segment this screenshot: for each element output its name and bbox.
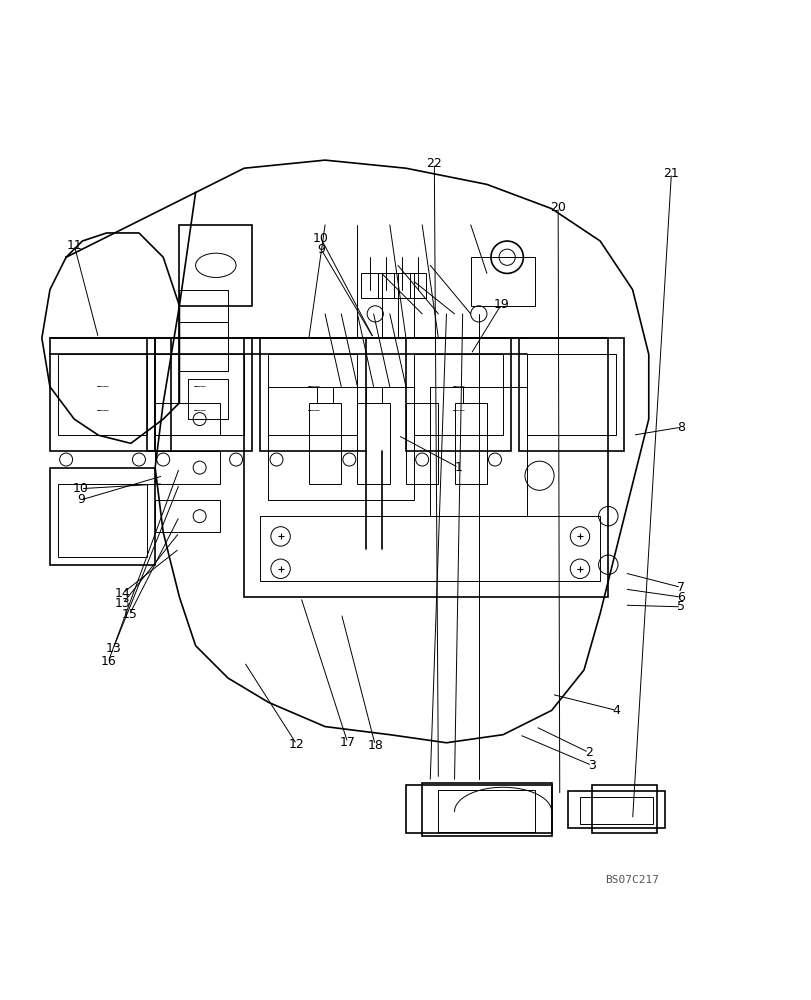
Bar [470,257,534,306]
Bar [179,225,252,306]
Text: 9: 9 [77,493,84,506]
Bar [414,354,503,435]
Text: 15: 15 [121,608,137,621]
Bar [155,500,220,532]
Text: 19: 19 [493,298,508,311]
Text: ─────: ───── [193,409,206,413]
Bar [591,785,656,833]
Bar [519,338,624,451]
Bar [260,516,599,581]
Text: 13: 13 [105,642,121,655]
Bar [454,403,487,484]
Text: 18: 18 [367,739,383,752]
Text: 22: 22 [426,157,442,170]
Bar [393,273,410,298]
Text: 8: 8 [676,421,684,434]
Bar [244,338,607,597]
Text: 13: 13 [114,597,131,610]
Bar [155,451,220,484]
Bar [406,785,551,833]
Text: BS07C217: BS07C217 [605,875,659,885]
Bar [179,322,228,371]
Text: ─────: ───── [307,409,319,413]
Text: 16: 16 [101,655,116,668]
Bar [361,273,377,298]
Bar [147,338,252,451]
Bar [58,354,147,435]
Text: 14: 14 [114,587,131,600]
Bar [260,338,365,451]
Bar [268,354,357,435]
Bar [422,783,551,836]
Bar [58,484,147,557]
Bar [155,403,220,435]
Text: 21: 21 [663,167,679,180]
Text: 6: 6 [676,591,684,604]
Text: ─────: ───── [193,385,206,389]
Bar [579,797,652,824]
Text: ─────: ───── [307,385,319,389]
Bar [308,403,341,484]
Text: 17: 17 [339,736,355,749]
Text: 9: 9 [317,243,324,256]
Bar [438,790,534,832]
Text: 7: 7 [676,581,684,594]
Text: ─────: ───── [452,385,464,389]
Text: ─────: ───── [452,409,464,413]
Text: 5: 5 [676,600,684,613]
Text: ─────: ───── [97,409,109,413]
Text: 11: 11 [67,239,82,252]
Text: 1: 1 [454,461,462,474]
Text: 12: 12 [289,738,304,751]
Text: 2: 2 [584,746,592,759]
Text: 3: 3 [587,759,595,772]
Text: 10: 10 [73,482,88,495]
Text: 10: 10 [313,232,328,245]
Bar [50,338,155,451]
Bar [50,468,155,565]
Bar [155,354,244,435]
Bar [268,387,414,500]
Bar [406,338,511,451]
Bar [377,273,393,298]
Text: 4: 4 [611,704,620,717]
Bar [187,379,228,419]
Bar [567,791,664,828]
Bar [526,354,616,435]
Text: ─────: ───── [97,385,109,389]
Bar [410,273,426,298]
Bar [430,387,526,516]
Bar [179,290,228,322]
Text: 20: 20 [550,201,565,214]
Bar [406,403,438,484]
Bar [357,403,389,484]
